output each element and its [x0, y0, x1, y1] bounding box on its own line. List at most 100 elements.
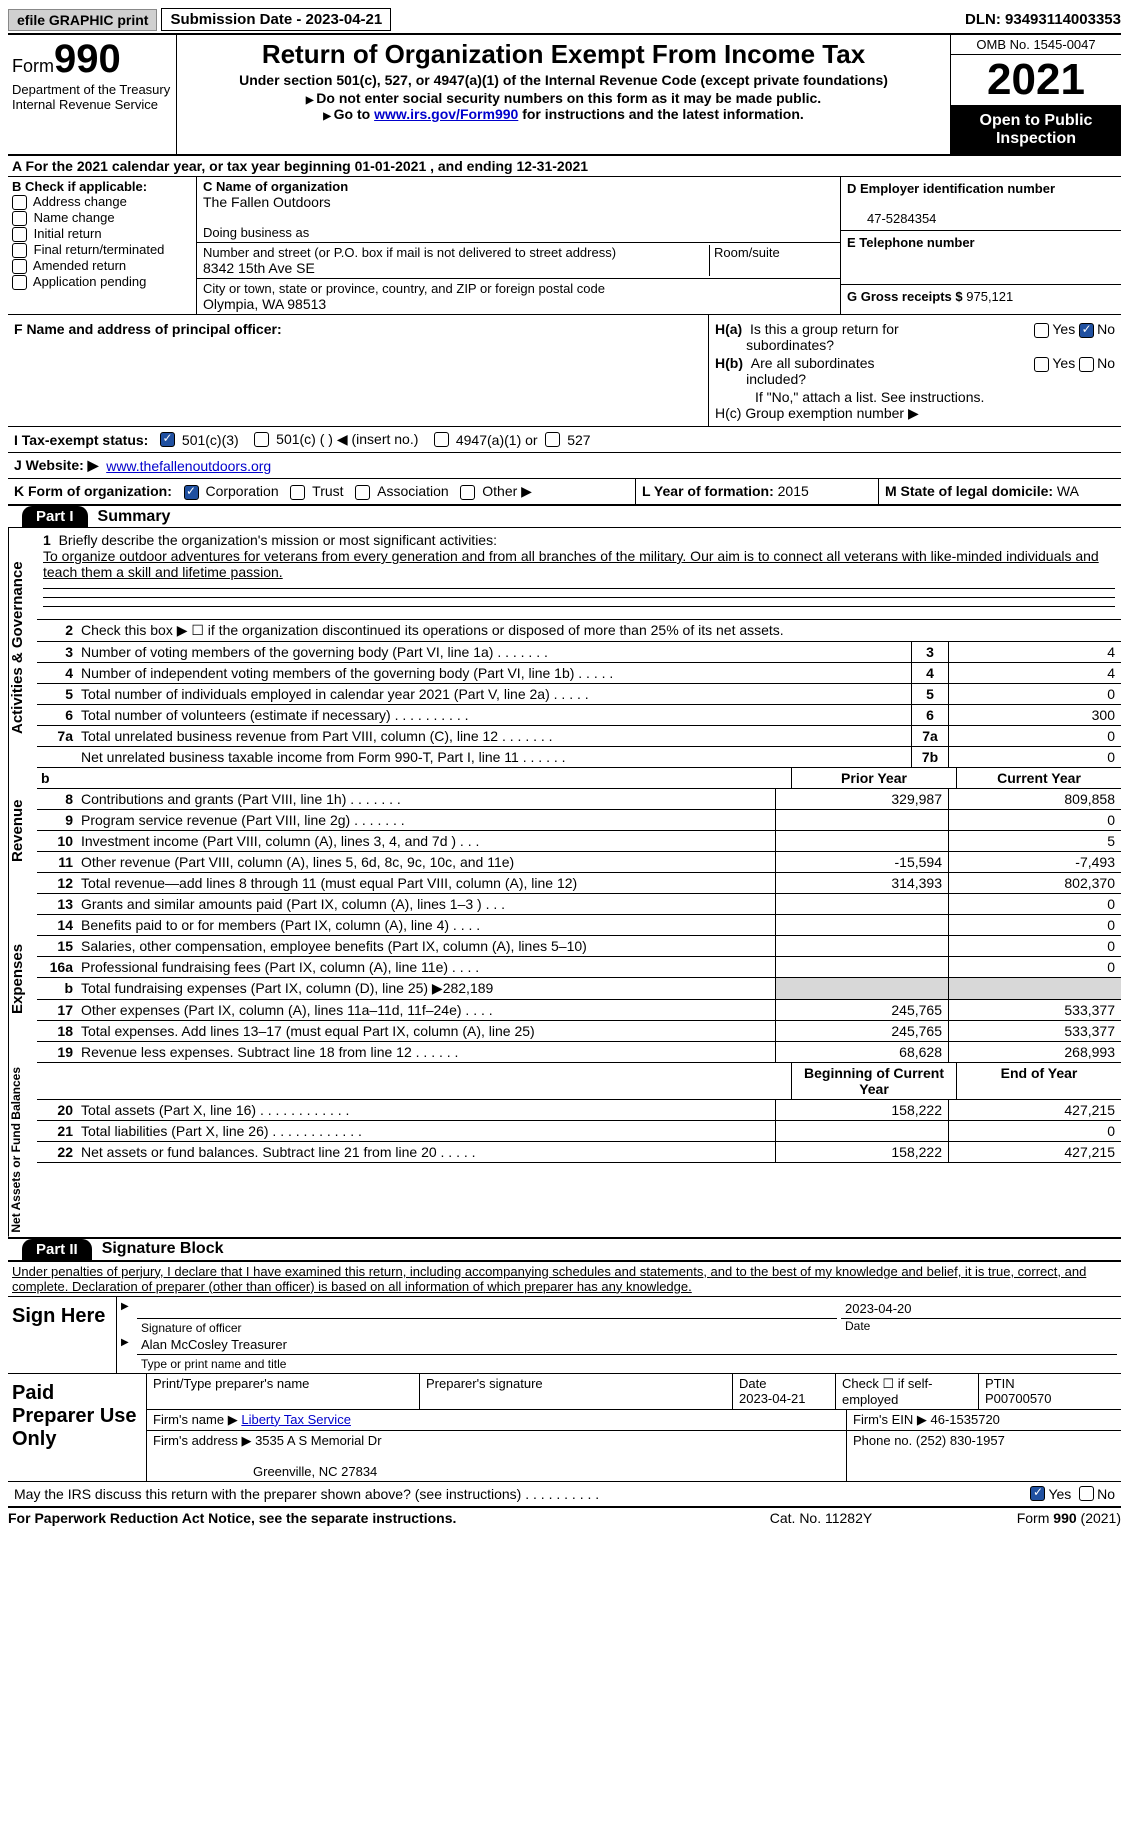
city-label: City or town, state or province, country… [203, 281, 605, 296]
irs-label: Internal Revenue Service [12, 97, 172, 112]
year-formation: 2015 [778, 483, 809, 499]
line-6: 6Total number of volunteers (estimate if… [37, 705, 1121, 726]
ha-no-checkbox[interactable]: ✓ [1079, 323, 1094, 338]
website-link[interactable]: www.thefallenoutdoors.org [106, 458, 271, 474]
line-15: 15Salaries, other compensation, employee… [37, 936, 1121, 957]
discuss-yes-checkbox[interactable]: ✓ [1030, 1486, 1045, 1501]
name-title-label: Type or print name and title [141, 1357, 1121, 1371]
form-footer: Form 990 (2021) [921, 1510, 1121, 1526]
discuss-no-checkbox[interactable] [1079, 1486, 1094, 1501]
address-change-checkbox[interactable] [12, 195, 27, 210]
paid-preparer-label: Paid Preparer Use Only [8, 1374, 147, 1481]
line-22: 22Net assets or fund balances. Subtract … [37, 1142, 1121, 1163]
principal-officer-label: F Name and address of principal officer: [14, 321, 282, 337]
name-change-checkbox[interactable] [12, 211, 27, 226]
firm-phone: (252) 830-1957 [916, 1433, 1005, 1448]
ein-value: 47-5284354 [847, 211, 936, 226]
row-klm: K Form of organization: ✓ Corporation Tr… [8, 479, 1121, 506]
line-5: 5Total number of individuals employed in… [37, 684, 1121, 705]
fgh-block: F Name and address of principal officer:… [8, 315, 1121, 427]
dept-treasury: Department of the Treasury [12, 82, 172, 97]
line-3: 3Number of voting members of the governi… [37, 642, 1121, 663]
tax-year: 2021 [951, 55, 1121, 106]
firm-ein: 46-1535720 [931, 1412, 1000, 1427]
room-suite: Room/suite [709, 245, 834, 276]
expenses-section: Expenses 13Grants and similar amounts pa… [8, 894, 1121, 1063]
prep-date: 2023-04-21 [739, 1391, 806, 1406]
efile-print-button[interactable]: efile GRAPHIC print [8, 9, 157, 31]
line-18: 18Total expenses. Add lines 13–17 (must … [37, 1021, 1121, 1042]
part1-header: Part I Summary [8, 506, 1121, 528]
irs-link[interactable]: www.irs.gov/Form990 [374, 106, 518, 122]
line-4: 4Number of independent voting members of… [37, 663, 1121, 684]
assoc-checkbox[interactable] [355, 485, 370, 500]
trust-checkbox[interactable] [290, 485, 305, 500]
city-state-zip: Olympia, WA 98513 [203, 296, 326, 312]
cat-no: Cat. No. 11282Y [721, 1510, 921, 1526]
paperwork-notice: For Paperwork Reduction Act Notice, see … [8, 1510, 721, 1526]
hb-yes-checkbox[interactable] [1034, 357, 1049, 372]
line-14: 14Benefits paid to or for members (Part … [37, 915, 1121, 936]
initial-return-checkbox[interactable] [12, 227, 27, 242]
org-name-label: C Name of organization [203, 179, 348, 194]
other-checkbox[interactable] [460, 485, 475, 500]
line-16a: 16aProfessional fundraising fees (Part I… [37, 957, 1121, 978]
gross-receipts-label: G Gross receipts $ [847, 289, 963, 304]
row-j: J Website: ▶ www.thefallenoutdoors.org [8, 453, 1121, 479]
hb-note: If "No," attach a list. See instructions… [715, 389, 1115, 405]
amended-return-checkbox[interactable] [12, 259, 27, 274]
date-label: Date [841, 1319, 1121, 1333]
mission-lead: Briefly describe the organization's miss… [59, 532, 497, 548]
501c-checkbox[interactable] [254, 432, 269, 447]
line-21: 21Total liabilities (Part X, line 26) . … [37, 1121, 1121, 1142]
preparer-name-label: Print/Type preparer's name [147, 1374, 420, 1409]
dba-label: Doing business as [203, 225, 309, 240]
line-7b: Net unrelated business taxable income fr… [37, 747, 1121, 768]
line-17: 17Other expenses (Part IX, column (A), l… [37, 1000, 1121, 1021]
ha-yes-checkbox[interactable] [1034, 323, 1049, 338]
line-9: 9Program service revenue (Part VIII, lin… [37, 810, 1121, 831]
form-label: Form [12, 56, 54, 76]
activities-governance-section: Activities & Governance 1 Briefly descri… [8, 528, 1121, 768]
signature-block: Under penalties of perjury, I declare th… [8, 1261, 1121, 1506]
col-b-checkboxes: B Check if applicable: Address change Na… [8, 177, 197, 314]
sign-here-label: Sign Here [8, 1297, 117, 1373]
firm-city: Greenville, NC 27834 [153, 1464, 377, 1479]
application-pending-checkbox[interactable] [12, 275, 27, 290]
subtitle-1: Under section 501(c), 527, or 4947(a)(1)… [185, 72, 942, 88]
ein-label: D Employer identification number [847, 181, 1055, 196]
net-assets-section: Net Assets or Fund Balances Beginning of… [8, 1063, 1121, 1239]
line-8: 8Contributions and grants (Part VIII, li… [37, 789, 1121, 810]
line-13: 13Grants and similar amounts paid (Part … [37, 894, 1121, 915]
revenue-section: Revenue b Prior Year Current Year 8Contr… [8, 768, 1121, 894]
page-footer: For Paperwork Reduction Act Notice, see … [8, 1506, 1121, 1528]
form-number: 990 [54, 37, 121, 81]
begin-year-header: Beginning of Current Year [791, 1063, 956, 1099]
527-checkbox[interactable] [545, 432, 560, 447]
end-year-header: End of Year [956, 1063, 1121, 1099]
part2-header: Part II Signature Block [8, 1239, 1121, 1261]
subtitle-3: Go to www.irs.gov/Form990 for instructio… [185, 106, 942, 122]
line-20: 20Total assets (Part X, line 16) . . . .… [37, 1100, 1121, 1121]
line-7a: 7aTotal unrelated business revenue from … [37, 726, 1121, 747]
perjury-declaration: Under penalties of perjury, I declare th… [8, 1262, 1121, 1296]
corp-checkbox[interactable]: ✓ [184, 485, 199, 500]
omb-number: OMB No. 1545-0047 [951, 35, 1121, 55]
prior-year-header: Prior Year [791, 768, 956, 788]
current-year-header: Current Year [956, 768, 1121, 788]
line-12: 12Total revenue—add lines 8 through 11 (… [37, 873, 1121, 894]
row-i: I Tax-exempt status: ✓ 501(c)(3) 501(c) … [8, 427, 1121, 453]
firm-name[interactable]: Liberty Tax Service [241, 1412, 351, 1427]
line-10: 10Investment income (Part VIII, column (… [37, 831, 1121, 852]
addr-label: Number and street (or P.O. box if mail i… [203, 245, 616, 260]
4947-checkbox[interactable] [434, 432, 449, 447]
top-bar: efile GRAPHIC print Submission Date - 20… [8, 8, 1121, 31]
final-return-checkbox[interactable] [12, 243, 27, 258]
sig-date: 2023-04-20 [841, 1299, 1121, 1319]
state-domicile: WA [1057, 483, 1079, 499]
firm-address: 3535 A S Memorial Dr [255, 1433, 381, 1448]
hb-no-checkbox[interactable] [1079, 357, 1094, 372]
501c3-checkbox[interactable]: ✓ [160, 432, 175, 447]
street-address: 8342 15th Ave SE [203, 260, 315, 276]
hc-label: H(c) Group exemption number ▶ [715, 405, 1115, 422]
